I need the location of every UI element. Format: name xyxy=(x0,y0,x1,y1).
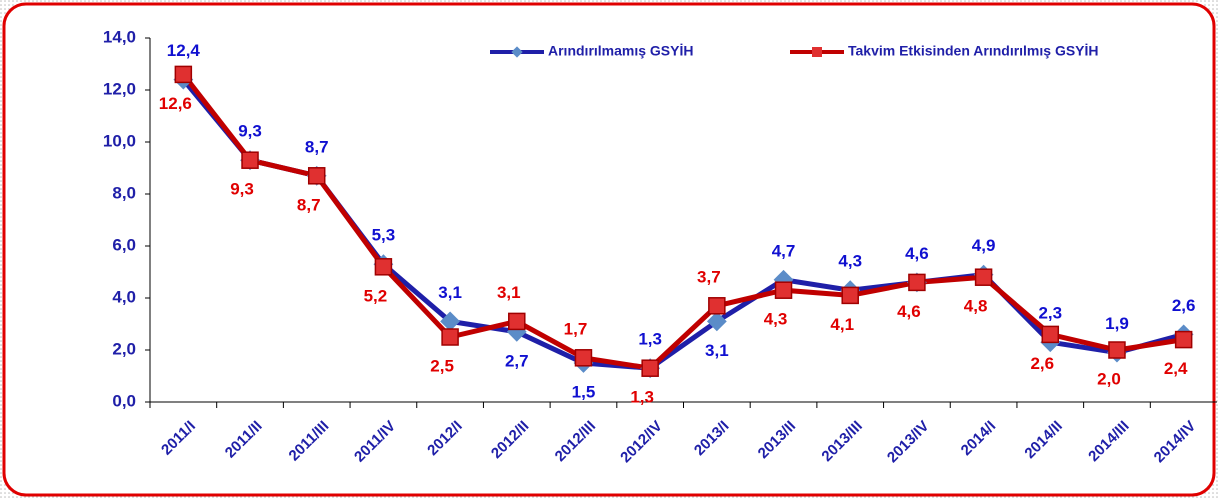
marker xyxy=(708,297,726,315)
data-label: 3,7 xyxy=(697,267,721,286)
marker xyxy=(974,268,993,286)
data-label: 4,1 xyxy=(830,315,854,334)
marker xyxy=(841,286,859,305)
marker xyxy=(307,167,326,185)
data-label: 4,6 xyxy=(905,244,929,263)
marker xyxy=(374,258,393,276)
data-label: 9,3 xyxy=(238,122,262,141)
data-label: 12,6 xyxy=(159,94,192,113)
data-label: 4,9 xyxy=(972,236,996,255)
data-label: 2,3 xyxy=(1038,304,1062,323)
data-label: 1,9 xyxy=(1105,314,1129,333)
data-label: 3,1 xyxy=(497,283,521,302)
y-tick-label: 10,0 xyxy=(103,131,136,150)
series-line xyxy=(181,72,1185,371)
frame xyxy=(2,2,1216,497)
marker xyxy=(174,65,193,84)
data-label: 12,4 xyxy=(167,41,201,60)
y-tick-label: 8,0 xyxy=(112,183,136,202)
legend-marker xyxy=(812,47,822,57)
data-label: 2,7 xyxy=(505,351,529,370)
data-label: 8,7 xyxy=(305,137,329,156)
data-label: 4,3 xyxy=(838,252,862,271)
marker xyxy=(1174,330,1193,349)
y-tick-label: 4,0 xyxy=(112,287,136,306)
data-label: 2,5 xyxy=(430,356,454,375)
data-label: 2,6 xyxy=(1172,296,1196,315)
data-label: 8,7 xyxy=(297,195,321,214)
data-label: 5,3 xyxy=(372,226,396,245)
data-label: 4,7 xyxy=(772,241,796,260)
marker xyxy=(641,359,659,377)
marker xyxy=(774,281,793,299)
marker xyxy=(908,273,926,292)
marker xyxy=(441,328,459,346)
marker xyxy=(574,349,593,367)
legend-marker xyxy=(511,46,523,58)
marker xyxy=(706,311,727,332)
data-label: 4,6 xyxy=(897,302,921,321)
data-label: 4,3 xyxy=(764,310,788,329)
data-label: 3,1 xyxy=(705,341,729,360)
y-tick-label: 14,0 xyxy=(103,27,136,46)
y-tick-label: 0,0 xyxy=(112,391,136,410)
marker xyxy=(440,311,460,332)
data-label: 4,8 xyxy=(964,297,988,316)
data-label: 2,6 xyxy=(1030,354,1054,373)
data-label: 1,5 xyxy=(572,382,596,401)
data-label: 1,3 xyxy=(630,388,654,407)
marker xyxy=(508,312,526,331)
data-label: 1,7 xyxy=(564,319,588,338)
marker xyxy=(1108,341,1126,359)
data-label: 2,4 xyxy=(1164,359,1188,378)
legend-label: Arındırılmamış GSYİH xyxy=(548,43,693,59)
data-label: 2,0 xyxy=(1097,369,1121,388)
data-label: 1,3 xyxy=(638,330,662,349)
data-label: 5,2 xyxy=(364,286,388,305)
data-label: 9,3 xyxy=(230,180,254,199)
data-label: 3,1 xyxy=(438,283,462,302)
y-tick-label: 2,0 xyxy=(112,339,136,358)
marker xyxy=(241,151,259,169)
y-tick-label: 6,0 xyxy=(112,235,136,254)
marker xyxy=(1041,325,1060,344)
legend-label: Takvim Etkisinden Arındırılmış GSYİH xyxy=(848,43,1099,59)
y-tick-label: 12,0 xyxy=(103,79,136,98)
